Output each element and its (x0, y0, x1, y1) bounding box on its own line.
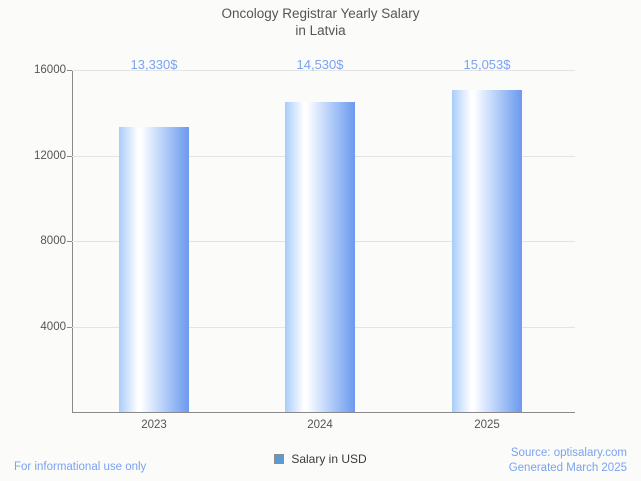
y-tick-label-16000: 16000 (34, 64, 66, 76)
disclaimer-text: For informational use only (14, 461, 147, 473)
bar-2024[interactable] (285, 101, 355, 412)
legend-item-salary-in-usd[interactable]: Salary in USD (274, 452, 367, 466)
bar-2025[interactable] (452, 90, 522, 412)
value-label-2025: 15,053$ (463, 57, 511, 72)
chart-title: Oncology Registrar Yearly Salary in Latv… (221, 6, 420, 38)
value-label-2024: 14,530$ (296, 57, 344, 72)
legend-item-label: Salary in USD (291, 452, 367, 466)
x-tick-label-2024: 2024 (307, 419, 333, 431)
legend-swatch-icon (274, 454, 285, 464)
value-label-2023: 13,330$ (130, 57, 178, 72)
y-axis: 16000 12000 8000 4000 (0, 0, 72, 481)
gridline-16000 (72, 70, 575, 71)
source-block: Source: optisalary.com Generated March 2… (509, 446, 627, 476)
y-tick-label-4000: 4000 (40, 320, 66, 333)
y-tick-mark-4000 (67, 326, 72, 328)
y-tick-mark-8000 (67, 241, 72, 242)
y-tick-label-12000: 12000 (34, 149, 66, 162)
x-tick-label-2025: 2025 (474, 419, 500, 431)
plot-area (72, 70, 575, 412)
generated-date-text: Generated March 2025 (508, 462, 627, 474)
y-tick-label-8000: 8000 (40, 235, 66, 247)
source-text: Source: optisalary.com (510, 447, 627, 459)
y-tick-mark-12000 (67, 155, 72, 157)
x-tick-label-2023: 2023 (141, 419, 167, 431)
legend: Salary in USD (0, 452, 641, 466)
x-axis-line (72, 412, 575, 413)
y-tick-mark-16000 (67, 70, 72, 71)
bar-2023[interactable] (119, 127, 189, 412)
